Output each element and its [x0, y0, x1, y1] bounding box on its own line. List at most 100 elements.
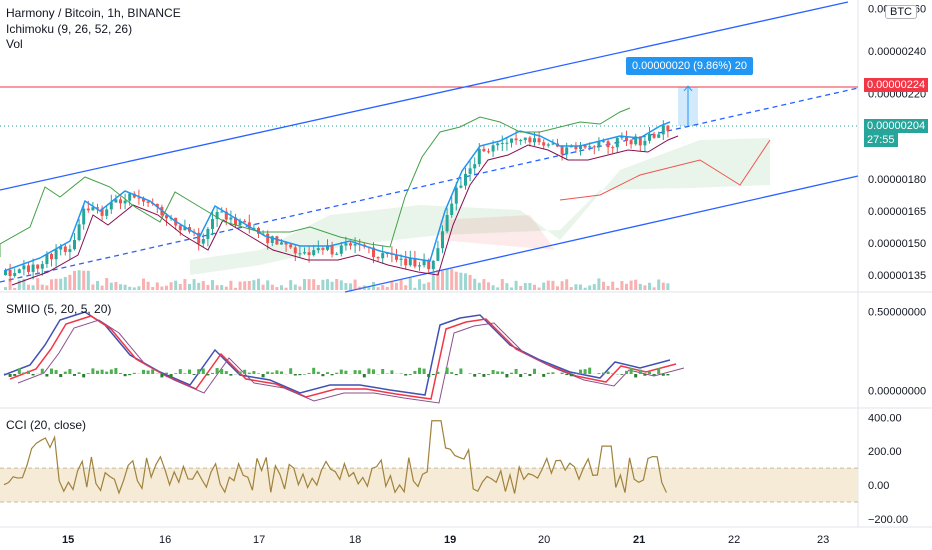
volume-bar	[142, 278, 145, 290]
smiio-histogram-bar	[611, 373, 615, 374]
vol-legend[interactable]: Vol	[6, 37, 23, 51]
symbol-title[interactable]: Harmony / Bitcoin, 1h, BINANCE	[6, 6, 181, 20]
smiio-histogram-bar	[165, 372, 168, 374]
smiio-histogram-bar	[31, 374, 35, 376]
volume-bar	[178, 284, 182, 290]
channel-lower-line	[344, 175, 859, 293]
smiio-histogram-bar	[261, 374, 265, 378]
measure-label[interactable]: 0.00000020 (9.86%) 20	[626, 57, 753, 75]
cci-tick-label: 0.00	[868, 480, 889, 492]
candle-body	[146, 201, 150, 203]
smiio-histogram-bar	[362, 374, 366, 378]
volume-bar	[399, 279, 403, 290]
volume-bar	[261, 284, 265, 290]
candle-body	[298, 253, 302, 255]
candle-body	[77, 224, 81, 240]
volume-bar	[579, 284, 582, 290]
cci-tick-label: 400.00	[868, 412, 902, 424]
smiio-title[interactable]: SMIIO (5, 20, 5, 20)	[6, 302, 112, 316]
candle-body	[335, 253, 339, 255]
currency-badge[interactable]: BTC	[885, 5, 917, 19]
volume-bar	[197, 282, 201, 290]
volume-bar	[13, 287, 17, 290]
volume-bar	[63, 276, 67, 290]
smiio-histogram-bar	[427, 374, 431, 377]
smiio-histogram-bar	[270, 372, 274, 374]
smiio-histogram-bar	[344, 370, 348, 374]
volume-bar	[183, 279, 187, 290]
time-tick-label: 18	[349, 534, 361, 546]
volume-bar	[482, 279, 486, 290]
cci-tick-label: 200.00	[868, 446, 902, 458]
volume-bar	[247, 281, 251, 290]
smiio-histogram-bar	[445, 367, 449, 374]
volume-bar	[597, 278, 601, 290]
candle-body	[661, 125, 665, 135]
smiio-histogram-bar	[330, 374, 334, 376]
candle-body	[178, 225, 182, 231]
volume-bar	[284, 287, 288, 290]
time-tick-label: 22	[728, 534, 740, 546]
volume-bar	[27, 284, 30, 290]
candle-body	[86, 208, 90, 211]
volume-bar	[169, 282, 173, 290]
candle-body	[611, 147, 615, 149]
volume-bar	[215, 285, 219, 290]
candle-body	[243, 221, 247, 223]
smiio-histogram-bar	[59, 374, 63, 378]
volume-bar	[537, 287, 541, 290]
cci-line	[3, 420, 667, 495]
volume-bar	[592, 284, 596, 290]
smiio-histogram-bar	[224, 371, 228, 374]
volume-bar	[155, 282, 159, 290]
candle-body	[551, 143, 555, 145]
candle-body	[592, 146, 596, 148]
candle-body	[40, 264, 44, 269]
smiio-histogram-bar	[381, 369, 385, 374]
volume-bar	[661, 282, 665, 290]
smiio-histogram-bar	[321, 374, 325, 377]
volume-bar	[234, 287, 237, 290]
candle-body	[583, 145, 587, 148]
price-tick-label: 0.00000150	[868, 238, 926, 250]
time-tick-label: 19	[444, 534, 456, 546]
volume-bar	[445, 269, 449, 290]
volume-bar	[427, 282, 431, 290]
volume-bar	[123, 284, 127, 290]
volume-bar	[418, 279, 421, 290]
candle-body	[96, 207, 99, 209]
candle-body	[316, 248, 320, 251]
candle-body	[431, 260, 435, 270]
volume-bar	[546, 280, 550, 290]
candle-body	[491, 145, 495, 152]
volume-bar	[487, 282, 490, 290]
candle-body	[206, 228, 210, 239]
volume-bar	[436, 269, 440, 290]
volume-bar	[372, 281, 375, 290]
smiio-histogram-bar	[128, 374, 132, 376]
volume-bar	[188, 283, 191, 290]
candle-body	[505, 142, 509, 144]
smiio-histogram-bar	[105, 371, 109, 374]
volume-bar	[109, 282, 113, 290]
candle-body	[257, 227, 260, 234]
candle-body	[473, 164, 477, 169]
candle-body	[349, 243, 352, 246]
candle-body	[238, 221, 242, 226]
candle-body	[68, 249, 72, 252]
candle-body	[22, 265, 26, 270]
smiio-histogram-bar	[326, 372, 329, 374]
smiio-histogram-bar	[86, 373, 90, 374]
ichimoku-legend[interactable]: Ichimoku (9, 26, 52, 26)	[6, 22, 133, 36]
candle-body	[307, 252, 311, 256]
smiio-histogram-bar	[243, 369, 247, 374]
candle-body	[514, 138, 518, 141]
time-tick-label: 16	[159, 534, 171, 546]
cci-title[interactable]: CCI (20, close)	[6, 418, 87, 432]
volume-bar	[128, 286, 132, 290]
volume-bar	[602, 281, 605, 290]
volume-bar	[165, 285, 168, 290]
volume-bar	[413, 287, 417, 290]
volume-bar	[96, 281, 99, 290]
